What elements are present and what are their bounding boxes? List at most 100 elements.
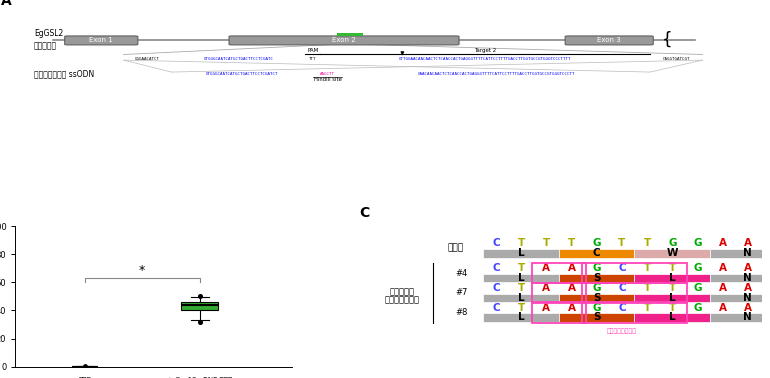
Text: HindIII site: HindIII site (314, 77, 342, 82)
Text: C: C (492, 238, 500, 248)
Text: GTGGGCAATCATGCTGACTTCCTCGATC: GTGGGCAATCATGCTGACTTCCTCGATC (203, 57, 273, 61)
Text: G: G (693, 303, 701, 313)
Bar (336, 33, 363, 37)
Text: T: T (668, 283, 676, 293)
Text: GGGAACATCT: GGGAACATCT (135, 57, 160, 61)
Text: L: L (669, 273, 675, 283)
Point (194, 319, 206, 325)
Text: C: C (492, 263, 500, 273)
Bar (532, 263, 586, 284)
Text: G: G (693, 238, 701, 248)
Text: 単離された: 単離された (390, 287, 414, 296)
Text: GTGGGCAATCATGCTGACTTCCTCGATCT: GTGGGCAATCATGCTGACTTCCTCGATCT (206, 72, 279, 76)
Bar (582, 302, 687, 323)
Text: C: C (769, 238, 770, 248)
Text: *: * (139, 264, 146, 277)
Text: #4: #4 (456, 269, 468, 278)
Text: A: A (542, 263, 551, 273)
Text: ゲノム配列: ゲノム配列 (34, 41, 57, 50)
Bar (710, 274, 770, 282)
Bar (710, 249, 770, 258)
Text: S: S (593, 313, 601, 322)
Text: PAM: PAM (307, 48, 318, 53)
Text: A: A (542, 283, 551, 293)
Bar (634, 294, 710, 302)
Text: TTT: TTT (309, 57, 316, 61)
Text: G: G (592, 238, 601, 248)
Text: G: G (592, 283, 601, 293)
Text: C: C (618, 263, 626, 273)
Text: GTTGGAACAACAACTCTCAACCACTGAGGGTTTTCATTCCTTTTGACCTTGGTGCCGTGGGTCCCTTTT: GTTGGAACAACAACTCTCAACCACTGAGGGTTTTCATTCC… (399, 57, 571, 61)
Text: G: G (693, 263, 701, 273)
Bar (710, 313, 770, 322)
FancyBboxPatch shape (229, 36, 459, 45)
Bar (634, 313, 710, 322)
Text: G: G (592, 263, 601, 273)
Bar (532, 302, 586, 323)
Text: Exon 3: Exon 3 (598, 37, 621, 43)
Bar (484, 274, 559, 282)
Text: A: A (542, 303, 551, 313)
Text: C: C (492, 303, 500, 313)
Bar (559, 313, 634, 322)
Text: #7: #7 (456, 288, 468, 297)
Text: S: S (593, 293, 601, 303)
Text: A: A (718, 238, 727, 248)
Text: N: N (743, 248, 752, 259)
Text: 塩基書き換え箇所: 塩基書き換え箇所 (607, 329, 637, 334)
Text: A: A (744, 238, 752, 248)
Text: L: L (518, 313, 524, 322)
Text: C: C (769, 303, 770, 313)
Text: T: T (644, 283, 651, 293)
Text: L: L (518, 273, 524, 283)
Text: G: G (592, 303, 601, 313)
Text: T: T (517, 303, 525, 313)
Bar (484, 313, 559, 322)
Text: L: L (518, 248, 524, 259)
Text: C: C (769, 263, 770, 273)
Bar (559, 274, 634, 282)
Text: L: L (669, 293, 675, 303)
Text: T: T (644, 303, 651, 313)
Text: A: A (718, 303, 727, 313)
Text: W: W (667, 248, 678, 259)
Bar (634, 274, 710, 282)
PathPatch shape (182, 302, 218, 310)
Text: EgGSL2: EgGSL2 (34, 29, 63, 38)
Bar (484, 294, 559, 302)
Text: A: A (567, 283, 575, 293)
Text: T: T (543, 238, 550, 248)
Text: #8: #8 (456, 308, 468, 317)
Text: G: G (668, 238, 677, 248)
Bar (484, 249, 559, 258)
Text: L: L (518, 293, 524, 303)
Text: A: A (567, 263, 575, 273)
Text: Exon 2: Exon 2 (332, 37, 356, 43)
Text: A: A (567, 303, 575, 313)
Bar (582, 283, 687, 303)
Text: T: T (644, 263, 651, 273)
Text: A: A (1, 0, 12, 8)
Text: C: C (618, 303, 626, 313)
Text: T: T (668, 303, 676, 313)
Text: CAGGTGATCGT: CAGGTGATCGT (662, 57, 690, 61)
Text: T: T (568, 238, 575, 248)
Text: G: G (693, 283, 701, 293)
Text: Target 2: Target 2 (474, 48, 496, 53)
Text: C: C (769, 283, 770, 293)
FancyBboxPatch shape (65, 36, 138, 45)
Bar (582, 263, 687, 284)
Bar (634, 249, 710, 258)
Text: T: T (517, 263, 525, 273)
Text: {: { (661, 31, 672, 49)
Text: AAGCTT: AAGCTT (320, 72, 335, 76)
Bar (532, 283, 586, 303)
Text: A: A (744, 283, 752, 293)
Text: A: A (718, 283, 727, 293)
Bar (559, 249, 634, 258)
Text: C: C (360, 206, 370, 220)
Bar (710, 294, 770, 302)
Text: T: T (517, 238, 525, 248)
Text: C: C (492, 283, 500, 293)
Point (79, 363, 91, 369)
